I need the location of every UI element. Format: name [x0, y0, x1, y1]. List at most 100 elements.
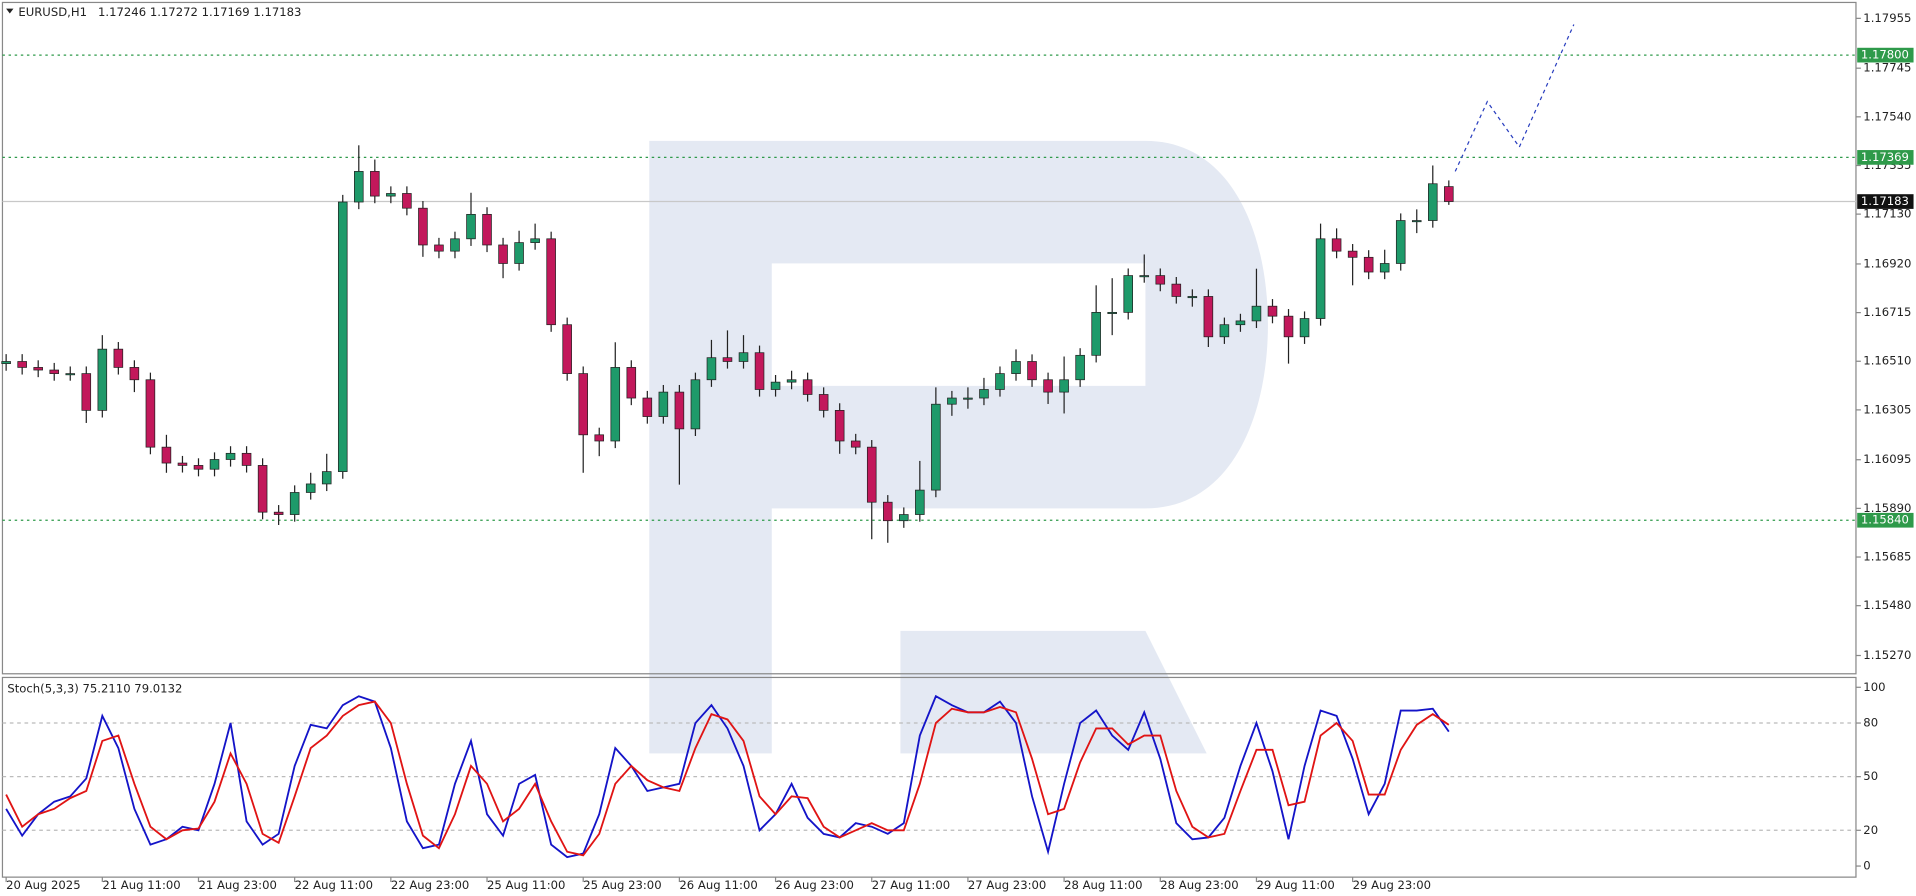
candle-body: [578, 373, 588, 436]
candle-body: [482, 213, 492, 246]
candle-body: [418, 207, 428, 246]
candle-body: [1011, 361, 1021, 374]
stoch-y-tick-label: 80: [1863, 716, 1878, 730]
stoch-panel: [1, 676, 1857, 878]
candle-body: [1347, 250, 1358, 258]
y-tick-label: 1.16095: [1863, 452, 1911, 466]
candle-body: [1283, 315, 1294, 338]
x-tick-label: 21 Aug 23:00: [198, 878, 276, 892]
candle-body: [81, 373, 92, 411]
candle-body: [899, 514, 909, 522]
candle-body: [337, 201, 348, 472]
candle-body: [963, 397, 973, 400]
low: 1.17169: [202, 5, 250, 19]
candle-body: [1219, 324, 1230, 338]
y-tick-label: 1.15270: [1863, 648, 1911, 662]
candle-body: [722, 357, 733, 362]
candle-body: [1331, 238, 1342, 252]
stoch-y-tick-label: 0: [1863, 859, 1870, 873]
level-label: 1.17800: [1861, 48, 1909, 62]
candle-body: [1171, 283, 1182, 297]
x-tick-label: 28 Aug 23:00: [1160, 878, 1238, 892]
open: 1.17246: [98, 5, 146, 19]
candle-body: [947, 397, 957, 405]
y-tick-label: 1.16920: [1863, 256, 1911, 270]
candle-body: [1155, 275, 1166, 285]
candle-body: [65, 373, 76, 376]
candle-body: [1123, 275, 1133, 313]
candle-body: [305, 483, 316, 493]
candle-body: [161, 446, 172, 464]
high: 1.17272: [150, 5, 198, 19]
candle-body: [450, 238, 460, 252]
candle-body: [850, 440, 861, 448]
price-label-bg: [1857, 194, 1914, 209]
y-tick-label: 1.16715: [1863, 305, 1911, 319]
y-tick-label: 1.16305: [1863, 402, 1911, 416]
candle-body: [642, 397, 653, 417]
candle-body: [1299, 318, 1310, 338]
y-tick-label: 1.17130: [1863, 207, 1911, 221]
candle-body: [321, 471, 332, 485]
candle-body: [241, 452, 252, 466]
menu-arrow: [6, 8, 14, 14]
candle-body: [434, 244, 444, 252]
x-tick-label: 27 Aug 11:00: [872, 878, 950, 892]
candle-body: [1395, 220, 1406, 264]
candle-body: [1107, 311, 1117, 314]
y-tick-label: 1.17745: [1863, 61, 1911, 75]
x-tick-label: 28 Aug 11:00: [1064, 878, 1142, 892]
candle-body: [530, 238, 540, 243]
candle-body: [1187, 296, 1198, 299]
candle-body: [1251, 305, 1262, 322]
watermark-logo: [649, 140, 1268, 754]
candle-body: [754, 352, 765, 390]
level-label-bg: [1857, 512, 1914, 528]
candle-body: [1043, 379, 1053, 393]
candle-body: [289, 492, 300, 515]
price-label: 1.17183: [1861, 194, 1909, 208]
candle-body: [1411, 220, 1422, 223]
candle-body: [273, 511, 284, 515]
x-tick-label: 26 Aug 11:00: [679, 878, 757, 892]
candle-body: [17, 361, 27, 368]
level-label-bg: [1857, 47, 1914, 63]
y-tick-label: 1.15685: [1863, 550, 1911, 564]
candle-body: [1059, 379, 1069, 393]
x-tick-label: 25 Aug 23:00: [583, 878, 661, 892]
level-label: 1.17369: [1861, 150, 1909, 164]
candle-body: [1203, 296, 1214, 338]
candle-body: [225, 452, 236, 460]
candle-body: [1444, 186, 1454, 202]
candle-body: [33, 367, 43, 371]
candle-body: [706, 357, 717, 381]
candle-body: [498, 244, 508, 264]
candle-body: [129, 367, 140, 381]
candle-body: [915, 489, 925, 515]
candle-body: [658, 391, 669, 417]
candle-body: [818, 394, 829, 411]
candle-body: [193, 465, 204, 470]
stoch-d: 79.0132: [134, 681, 182, 695]
x-tick-label: 29 Aug 11:00: [1256, 878, 1334, 892]
candle-body: [113, 348, 124, 368]
candle-body: [770, 381, 781, 390]
forecast-line: [1454, 24, 1575, 172]
stoch-y-tick-label: 20: [1863, 823, 1878, 837]
candle-body: [610, 367, 621, 442]
price-panel: [1, 1, 1857, 675]
candle-body: [145, 379, 156, 448]
x-tick-label: 25 Aug 11:00: [487, 878, 565, 892]
candle-body: [209, 459, 220, 470]
y-tick-label: 1.17540: [1863, 109, 1911, 123]
candle-body: [546, 238, 556, 326]
stoch-title: Stoch(5,3,3): [7, 681, 78, 695]
stoch-y-tick-label: 100: [1863, 680, 1885, 694]
stoch-y-tick-label: 50: [1863, 769, 1878, 783]
candle-body: [786, 379, 797, 383]
candle-body: [257, 465, 268, 513]
level-label: 1.15840: [1861, 513, 1909, 527]
candle-body: [1267, 305, 1278, 317]
